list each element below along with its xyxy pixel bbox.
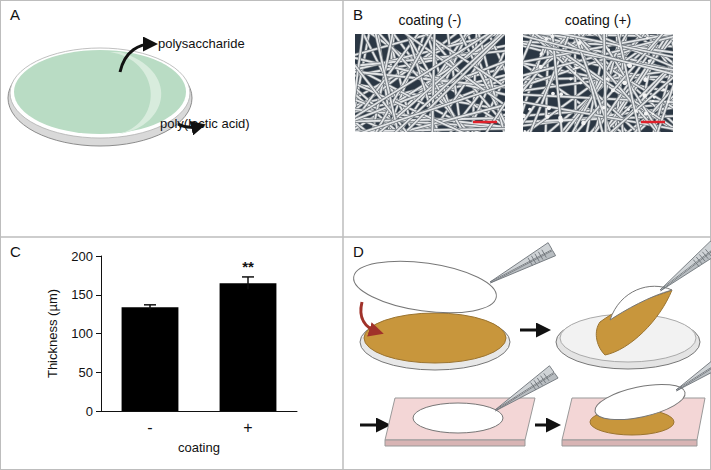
svg-text:50: 50 (79, 365, 93, 380)
svg-text:C: C (10, 243, 21, 260)
svg-text:**: ** (242, 258, 254, 275)
svg-text:D: D (353, 243, 364, 260)
svg-text:150: 150 (71, 287, 93, 302)
svg-text:Thickness (µm): Thickness (µm) (45, 289, 60, 378)
svg-text:coating (+): coating (+) (565, 12, 632, 28)
svg-text:200: 200 (71, 249, 93, 264)
svg-text:coating: coating (178, 440, 220, 455)
svg-text:100: 100 (71, 326, 93, 341)
svg-text:B: B (353, 6, 363, 23)
svg-text:-: - (147, 419, 152, 436)
svg-text:+: + (243, 419, 252, 436)
svg-text:poly(lactic acid): poly(lactic acid) (160, 116, 250, 131)
svg-text:coating (-): coating (-) (398, 12, 461, 28)
svg-text:polysaccharide: polysaccharide (158, 36, 245, 51)
svg-text:0: 0 (86, 404, 93, 419)
svg-text:A: A (10, 6, 20, 23)
